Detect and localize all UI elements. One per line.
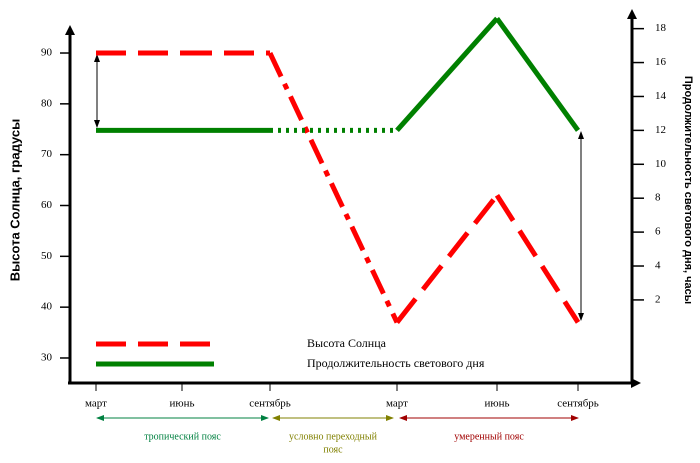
line-segment [395, 16, 499, 133]
y2-tick-label: 18 [655, 22, 667, 34]
y2-tick-label: 2 [655, 293, 661, 305]
x-tick-label: июнь [169, 398, 194, 410]
y2-axis-title: Продолжительность светового дня, часы [682, 76, 694, 304]
y-tick-label: 40 [41, 301, 53, 313]
y2-tick-label: 14 [655, 90, 667, 102]
x-tick-label: март [85, 398, 107, 410]
y-tick-label: 90 [41, 47, 53, 59]
y-tick-label: 50 [41, 250, 53, 262]
x-tick-label: июнь [484, 398, 509, 410]
zone-label: тропический пояс [144, 431, 221, 442]
y-axis-title: Высота Солнца, градусы [7, 119, 22, 282]
y-tick-label: 80 [41, 97, 53, 109]
y-tick-label: 30 [41, 352, 53, 364]
legend-label: Продолжительность светового дня [307, 356, 485, 370]
y2-tick-label: 10 [655, 158, 667, 170]
line-segment [494, 193, 581, 324]
x-tick-label: сентябрь [557, 398, 599, 410]
x-tick-label: сентябрь [249, 398, 291, 410]
x-tick-label: март [386, 398, 408, 410]
line-segment [395, 193, 499, 324]
y2-tick-label: 16 [655, 56, 667, 68]
y-tick-label: 60 [41, 199, 53, 211]
y2-tick-label: 12 [655, 124, 666, 136]
y-tick-label: 70 [41, 148, 53, 160]
line-segment [267, 51, 400, 324]
zone-label: условно переходный [289, 431, 378, 442]
y2-tick-label: 4 [655, 260, 661, 272]
legend-label: Высота Солнца [307, 336, 387, 350]
zone-label: умеренный пояс [454, 431, 524, 442]
y2-tick-label: 8 [655, 192, 661, 204]
line-segment [494, 17, 581, 132]
y2-tick-label: 6 [655, 226, 661, 238]
zone-label: пояс [323, 444, 343, 455]
